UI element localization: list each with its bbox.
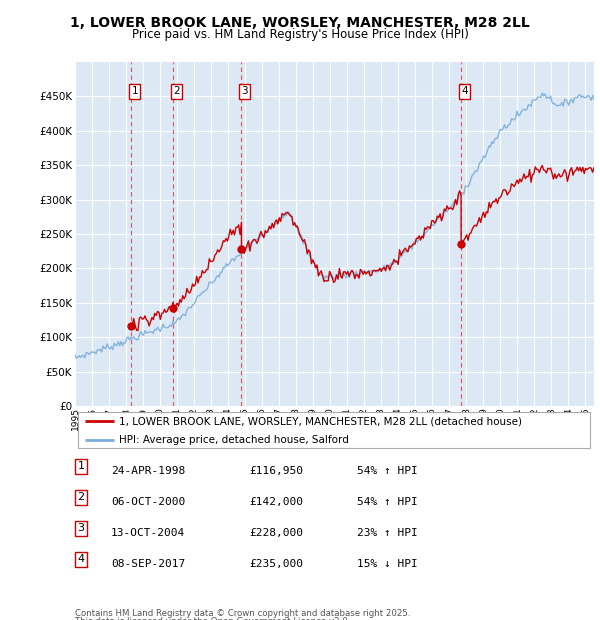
Text: 08-SEP-2017: 08-SEP-2017 [111,559,185,569]
Text: 1, LOWER BROOK LANE, WORSLEY, MANCHESTER, M28 2LL (detached house): 1, LOWER BROOK LANE, WORSLEY, MANCHESTER… [119,416,522,426]
Text: HPI: Average price, detached house, Salford: HPI: Average price, detached house, Salf… [119,435,349,445]
Text: This data is licensed under the Open Government Licence v3.0.: This data is licensed under the Open Gov… [75,617,350,620]
Text: 3: 3 [77,523,85,533]
Text: 4: 4 [461,86,468,96]
Text: 06-OCT-2000: 06-OCT-2000 [111,497,185,507]
Text: 15% ↓ HPI: 15% ↓ HPI [357,559,418,569]
Text: 1, LOWER BROOK LANE, WORSLEY, MANCHESTER, M28 2LL: 1, LOWER BROOK LANE, WORSLEY, MANCHESTER… [70,16,530,30]
Text: 3: 3 [242,86,248,96]
Text: £228,000: £228,000 [249,528,303,538]
Text: 1: 1 [77,461,85,471]
Text: 1: 1 [131,86,138,96]
Text: 2: 2 [77,492,85,502]
Text: £142,000: £142,000 [249,497,303,507]
Text: 13-OCT-2004: 13-OCT-2004 [111,528,185,538]
Text: 4: 4 [77,554,85,564]
Text: 54% ↑ HPI: 54% ↑ HPI [357,497,418,507]
Text: Contains HM Land Registry data © Crown copyright and database right 2025.: Contains HM Land Registry data © Crown c… [75,609,410,619]
Text: 2: 2 [173,86,180,96]
Text: £235,000: £235,000 [249,559,303,569]
Text: £116,950: £116,950 [249,466,303,476]
Text: 24-APR-1998: 24-APR-1998 [111,466,185,476]
FancyBboxPatch shape [77,412,590,448]
Text: Price paid vs. HM Land Registry's House Price Index (HPI): Price paid vs. HM Land Registry's House … [131,28,469,41]
Text: 54% ↑ HPI: 54% ↑ HPI [357,466,418,476]
Text: 23% ↑ HPI: 23% ↑ HPI [357,528,418,538]
